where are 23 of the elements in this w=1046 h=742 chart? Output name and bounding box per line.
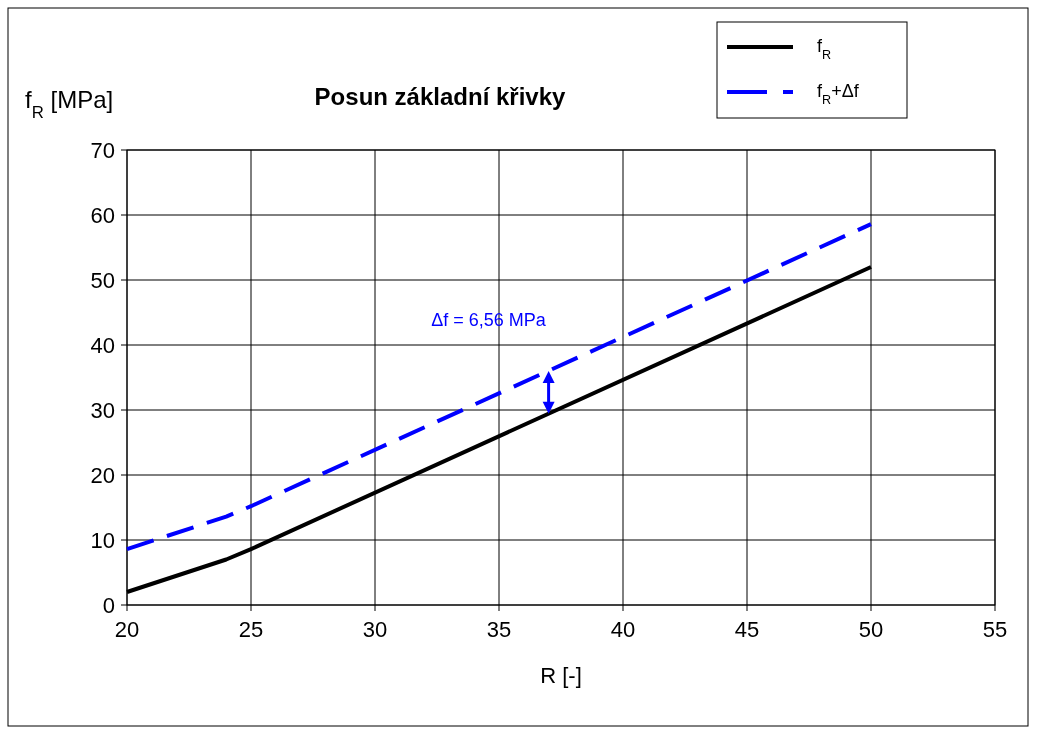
y-tick-label: 30 — [90, 398, 115, 423]
x-tick-label: 40 — [610, 617, 636, 642]
x-tick-label: 45 — [734, 617, 760, 642]
y-tick-label: 10 — [90, 528, 115, 553]
x-tick-label: 20 — [114, 617, 140, 642]
x-axis-title: R [-] — [540, 663, 582, 688]
y-axis-title: f$_{R}$ [MPa] — [25, 86, 114, 122]
x-tick-label: 55 — [982, 617, 1008, 642]
y-tick-label: 40 — [90, 333, 115, 358]
line-series — [125, 222, 873, 552]
annotation: Δf = 6,56 MPa — [431, 310, 547, 330]
x-tick-label: 25 — [238, 617, 264, 642]
y-tick-label: 60 — [90, 203, 115, 228]
legend-label: f$_{R}$ — [817, 36, 832, 62]
x-tick-label: 30 — [362, 617, 388, 642]
x-tick-label: 35 — [486, 617, 512, 642]
legend-label: f$_{R}$+Δf — [817, 81, 860, 107]
y-tick-label: 70 — [90, 138, 115, 163]
y-tick-label: 50 — [90, 268, 115, 293]
chart-title: Posun základní křivky — [314, 83, 567, 110]
y-tick-label: 0 — [102, 593, 115, 618]
x-tick-label: 50 — [858, 617, 884, 642]
y-tick-label: 20 — [90, 463, 115, 488]
